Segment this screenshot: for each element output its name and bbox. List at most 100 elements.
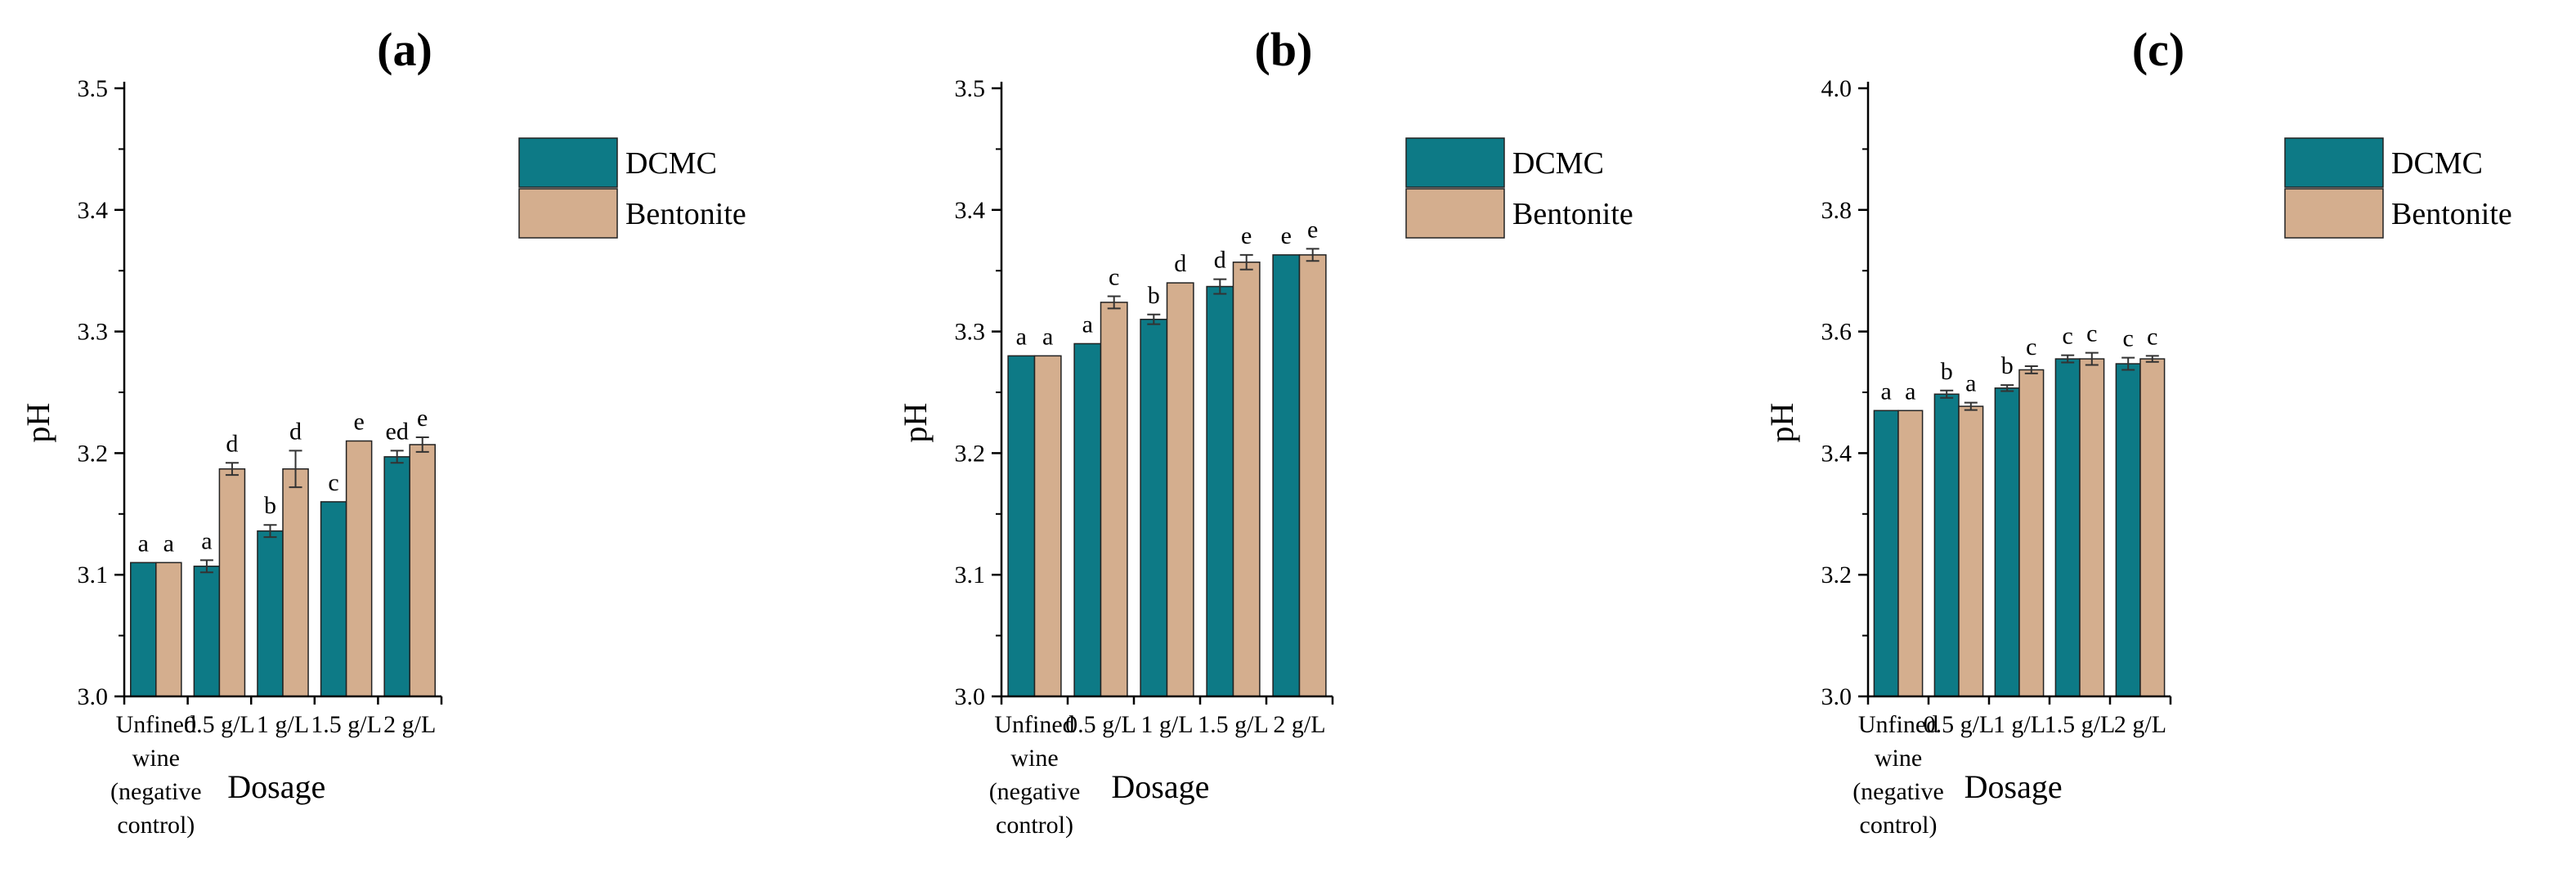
legend-swatch-dcmc <box>2284 137 2384 188</box>
bar-dcmc-4 <box>2054 358 2081 697</box>
significance-label: d <box>226 430 238 457</box>
significance-label: e <box>1241 222 1252 249</box>
bar-dcmc-2 <box>1933 393 1960 697</box>
significance-label: a <box>1965 370 1976 397</box>
x-tick-label-line: (negative <box>989 778 1081 805</box>
x-axis-title: Dosage <box>1964 768 2063 805</box>
y-tick-label: 3.4 <box>1821 440 1852 467</box>
x-tick-label: 1.5 g/L <box>311 711 382 738</box>
x-tick-label: 1.5 g/L <box>2045 711 2116 738</box>
x-tick-label-line: control) <box>1860 812 1938 839</box>
bar-dcmc-1 <box>130 562 157 697</box>
bar-dcmc-1 <box>1873 409 1899 697</box>
x-tick-label: 0.5 g/L <box>184 711 255 738</box>
x-tick-label: 1.5 g/L <box>1198 711 1269 738</box>
bar-dcmc-4 <box>320 501 347 697</box>
panel-title: (a) <box>377 23 432 76</box>
x-tick-label-line: 0.5 g/L <box>1065 711 1136 738</box>
panel-title: (b) <box>1255 23 1313 76</box>
significance-label: c <box>328 469 338 496</box>
significance-label: a <box>164 530 174 557</box>
significance-label: d <box>289 418 302 445</box>
x-tick-label: 2 g/L <box>1273 711 1325 738</box>
significance-label: b <box>264 492 276 519</box>
x-tick-label: 0.5 g/L <box>1924 711 1995 738</box>
y-tick-label: 3.3 <box>78 319 109 346</box>
bar-dcmc-3 <box>1994 387 2020 697</box>
bar-bentonite-2 <box>1100 302 1128 697</box>
bar-bentonite-5 <box>409 444 436 697</box>
bar-dcmc-2 <box>1073 342 1102 697</box>
x-tick-label: 1 g/L <box>1140 711 1193 738</box>
x-tick-label: Unfined wine (negative control) <box>110 711 202 839</box>
y-tick-label: 3.0 <box>955 683 986 710</box>
legend-swatch-bentonite <box>2284 188 2384 239</box>
y-tick-label: 3.5 <box>955 75 986 102</box>
x-tick-label-line: control) <box>996 812 1073 839</box>
x-tick-label-line: control) <box>117 812 195 839</box>
y-tick-label: 3.6 <box>1821 319 1852 346</box>
y-tick-label: 3.1 <box>955 562 986 588</box>
y-axis-title: pH <box>20 403 56 443</box>
y-tick-label: 3.4 <box>955 197 986 224</box>
significance-label: b <box>1941 358 1953 385</box>
x-tick-label: Unfined wine (negative control) <box>989 711 1081 839</box>
bar-bentonite-5 <box>2139 358 2166 697</box>
x-tick-label-line: (negative <box>1852 778 1944 805</box>
significance-label: d <box>1174 250 1186 277</box>
significance-label: c <box>2123 325 2134 352</box>
legend-label-bentonite: Bentonite <box>1512 197 1633 231</box>
legend-swatch-bentonite <box>1405 188 1505 239</box>
y-axis-title: pH <box>1763 403 1800 443</box>
x-tick-label-line: wine <box>1875 745 1922 772</box>
significance-label: c <box>2026 333 2036 360</box>
x-tick-label-line: 1.5 g/L <box>1198 711 1269 738</box>
bar-bentonite-1 <box>155 562 182 697</box>
x-tick-label-line: 2 g/L <box>383 711 436 738</box>
significance-label: c <box>2063 323 2073 350</box>
significance-label: a <box>1042 323 1053 350</box>
panel-title: (c) <box>2132 23 2184 76</box>
x-axis-title: Dosage <box>227 768 325 805</box>
y-tick-label: 3.2 <box>1821 562 1852 588</box>
y-tick-label: 3.0 <box>1821 683 1852 710</box>
x-tick-label-line: 2 g/L <box>1273 711 1325 738</box>
significance-label: e <box>353 409 364 436</box>
y-axis-title: pH <box>897 403 934 443</box>
bar-bentonite-3 <box>282 468 309 697</box>
x-tick-label-line: Unfined <box>994 711 1074 738</box>
bar-bentonite-2 <box>218 468 246 697</box>
bar-dcmc-3 <box>1140 318 1168 697</box>
x-tick-label-line: wine <box>1010 745 1058 772</box>
significance-label: ed <box>386 418 409 445</box>
legend-label-bentonite: Bentonite <box>2391 197 2512 231</box>
significance-label: a <box>1905 378 1915 405</box>
significance-label: d <box>1214 247 1226 274</box>
x-tick-label-line: 1.5 g/L <box>2045 711 2116 738</box>
bar-dcmc-3 <box>257 530 284 697</box>
x-axis-title: Dosage <box>1111 768 1209 805</box>
legend-label-dcmc: DCMC <box>1512 146 1604 181</box>
y-tick-label: 3.2 <box>78 440 109 467</box>
bar-bentonite-3 <box>2018 369 2045 697</box>
significance-label: c <box>2147 323 2157 350</box>
y-tick-label: 3.3 <box>955 319 986 346</box>
bar-bentonite-4 <box>1232 262 1261 697</box>
x-tick-label-line: 2 g/L <box>2114 711 2166 738</box>
significance-label: a <box>201 527 212 554</box>
x-tick-label: 0.5 g/L <box>1065 711 1136 738</box>
bar-bentonite-5 <box>1298 254 1327 697</box>
y-tick-label: 4.0 <box>1821 75 1852 102</box>
x-tick-label-line: wine <box>132 745 180 772</box>
bar-bentonite-2 <box>1958 405 1984 697</box>
x-tick-label-line: Unfined <box>1858 711 1938 738</box>
x-tick-label: Unfined wine (negative control) <box>1852 711 1944 839</box>
bar-dcmc-5 <box>383 456 410 697</box>
legend-label-bentonite: Bentonite <box>625 197 746 231</box>
bar-bentonite-4 <box>2079 358 2105 697</box>
legend-swatch-bentonite <box>518 188 618 239</box>
x-tick-label-line: 0.5 g/L <box>1924 711 1995 738</box>
